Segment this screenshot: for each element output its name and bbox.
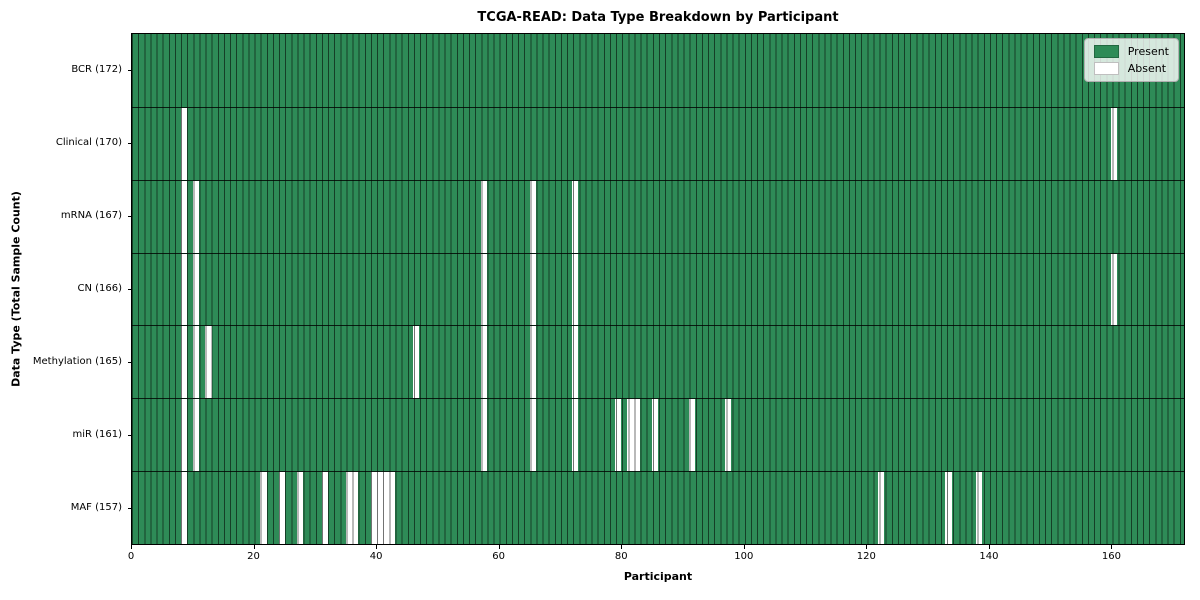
absent-cell [529, 253, 536, 326]
heatmap-row-maf [132, 471, 1184, 544]
x-axis-ticks: 0 20 40 60 80 100 120 140 160 [128, 545, 1185, 570]
absent-cell [1110, 107, 1117, 180]
absent-cell [725, 399, 732, 472]
absent-cell [878, 472, 885, 544]
absent-cell [193, 399, 200, 472]
y-tick-label-maf: MAF (157) [70, 502, 122, 514]
absent-cell [976, 472, 983, 544]
heatmap-row-mrna [132, 179, 1184, 253]
absent-cell [572, 399, 579, 472]
legend-item-present: Present [1093, 45, 1169, 58]
y-tick-label-cn: CN (166) [77, 283, 122, 294]
y-tick-mark [128, 435, 132, 437]
absent-cell [480, 326, 487, 399]
absent-cell [1110, 253, 1117, 326]
absent-cell [572, 253, 579, 326]
legend-label-absent: Absent [1127, 62, 1167, 75]
y-tick-label-mir: miR (161) [72, 429, 122, 441]
absent-cell [945, 472, 952, 544]
legend-swatch-absent-icon [1093, 62, 1119, 75]
x-tick-label: 140 [979, 551, 999, 562]
x-tick-mark [376, 545, 378, 549]
legend: Present Absent [1083, 38, 1179, 82]
x-tick-label: 20 [247, 551, 260, 562]
absent-cell [180, 326, 188, 399]
absent-cell [688, 399, 695, 472]
absent-cell [180, 399, 188, 472]
absent-cell [297, 472, 304, 544]
absent-cell [193, 253, 200, 326]
legend-item-absent: Absent [1093, 62, 1169, 75]
x-tick-mark [866, 545, 868, 549]
x-tick-mark [1111, 545, 1113, 549]
absent-cell [615, 399, 622, 472]
heatmap-row-clinical [132, 106, 1184, 180]
x-tick-mark [988, 545, 990, 549]
absent-cell [529, 399, 536, 472]
y-tick-mark [128, 69, 132, 71]
absent-cell [651, 399, 658, 472]
x-tick-mark [131, 545, 132, 549]
x-tick-label: 100 [734, 551, 754, 562]
x-tick-label: 40 [369, 551, 383, 562]
y-tick-label-mrna: mRNA (167) [60, 209, 122, 221]
absent-cell [193, 180, 200, 253]
y-tick-label-clinical: Clinical (170) [55, 136, 122, 148]
x-tick-mark [621, 545, 623, 549]
absent-cell [529, 180, 536, 253]
absent-cell [352, 472, 359, 544]
chart-title: TCGA-READ: Data Type Breakdown by Partic… [477, 10, 839, 25]
absent-cell [180, 253, 188, 326]
heatmap-row-bcr [132, 34, 1184, 107]
x-tick-label: 120 [856, 551, 876, 562]
absent-cell [413, 326, 420, 399]
y-tick-label-bcr: BCR (172) [71, 63, 122, 75]
absent-cell [205, 326, 212, 399]
absent-cell [193, 326, 200, 399]
y-tick-mark [128, 289, 132, 290]
y-tick-mark [128, 362, 132, 364]
absent-cell [480, 253, 487, 326]
x-axis-label: Participant [623, 570, 693, 583]
heatmap-row-mir [132, 398, 1184, 472]
absent-cell [529, 326, 536, 399]
absent-cell [572, 326, 579, 399]
absent-cell [180, 180, 188, 253]
x-tick-mark [253, 545, 255, 549]
x-tick-label: 80 [614, 551, 628, 562]
x-tick-label: 160 [1101, 551, 1121, 562]
heatmap-row-methylation [132, 325, 1184, 399]
absent-cell [480, 180, 487, 253]
y-tick-mark [128, 215, 132, 217]
x-tick-label: 0 [127, 551, 135, 562]
absent-cell [278, 472, 285, 544]
x-tick-mark [743, 545, 745, 549]
absent-cell [180, 107, 188, 180]
absent-cell [260, 472, 267, 544]
heatmap-row-cn [132, 252, 1184, 326]
y-axis-ticks: BCR (172) Clinical (170) mRNA (167) CN (166… [0, 33, 132, 545]
absent-cell [480, 399, 487, 472]
plot-area: Present Absent [131, 33, 1185, 545]
x-tick-mark [498, 545, 500, 549]
legend-swatch-present-icon [1093, 45, 1119, 58]
y-tick-mark [128, 508, 132, 510]
absent-cell [180, 472, 188, 544]
y-tick-mark [128, 142, 132, 144]
y-tick-label-methylation: Methylation (165) [32, 356, 122, 368]
absent-cell [633, 399, 640, 472]
x-tick-label: 60 [492, 551, 506, 562]
absent-cell [388, 472, 395, 544]
legend-label-present: Present [1127, 45, 1169, 58]
absent-cell [572, 180, 579, 253]
absent-cell [321, 472, 328, 544]
